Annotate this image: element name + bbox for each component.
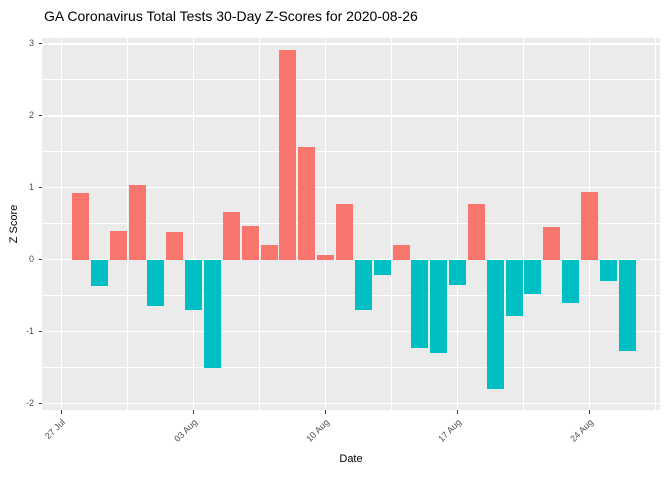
y-major-gridline bbox=[42, 258, 660, 261]
y-axis-tick bbox=[38, 115, 42, 117]
bar bbox=[467, 203, 485, 260]
y-axis-tick-label: 3 bbox=[28, 38, 34, 49]
bar bbox=[581, 192, 598, 260]
bar bbox=[260, 244, 278, 260]
y-axis-tick-label: 2 bbox=[28, 110, 34, 121]
bar bbox=[109, 230, 127, 260]
x-major-gridline bbox=[456, 38, 459, 410]
bar bbox=[618, 259, 636, 351]
x-minor-gridline bbox=[127, 38, 129, 410]
bar bbox=[298, 147, 316, 260]
x-minor-gridline bbox=[391, 38, 392, 410]
bar bbox=[373, 259, 391, 276]
x-minor-gridline bbox=[655, 38, 656, 410]
y-axis-tick bbox=[38, 43, 42, 45]
bar bbox=[166, 232, 184, 260]
bar bbox=[72, 192, 89, 260]
x-major-gridline bbox=[192, 38, 195, 410]
y-axis-tick bbox=[38, 403, 42, 404]
y-axis-title: Z Score bbox=[8, 204, 20, 244]
bar bbox=[128, 184, 146, 260]
bar bbox=[392, 244, 410, 260]
x-axis-tick bbox=[457, 410, 458, 414]
x-major-gridline bbox=[60, 38, 63, 410]
x-axis-tick-label: 27 Jul bbox=[42, 417, 67, 442]
x-axis-tick bbox=[61, 410, 63, 414]
y-major-gridline bbox=[42, 43, 660, 45]
y-minor-gridline bbox=[42, 79, 660, 81]
y-axis-tick-label: -1 bbox=[25, 326, 34, 337]
chart-title: GA Coronavirus Total Tests 30-Day Z-Scor… bbox=[44, 8, 418, 24]
bar bbox=[543, 226, 561, 260]
bar bbox=[411, 259, 429, 349]
x-axis-tick-label: 03 Aug bbox=[171, 417, 199, 444]
x-axis-tick-label: 10 Aug bbox=[303, 417, 331, 444]
bar bbox=[354, 259, 372, 310]
y-axis-tick bbox=[38, 259, 42, 261]
y-major-gridline bbox=[42, 186, 660, 189]
bar bbox=[222, 212, 240, 260]
y-minor-gridline bbox=[42, 367, 660, 368]
bar bbox=[599, 259, 617, 282]
bar bbox=[449, 259, 466, 285]
y-axis-tick-label: -2 bbox=[25, 398, 34, 408]
bar bbox=[241, 225, 259, 260]
x-axis-tick-label: 24 Aug bbox=[567, 417, 595, 444]
bar bbox=[185, 259, 203, 310]
x-axis-title: Date bbox=[339, 453, 363, 465]
y-major-gridline bbox=[42, 402, 660, 405]
plot-panel bbox=[42, 38, 660, 410]
x-axis-tick bbox=[193, 410, 195, 414]
bar bbox=[147, 259, 165, 306]
bar bbox=[486, 259, 504, 390]
x-axis-tick bbox=[325, 410, 326, 414]
bar bbox=[203, 259, 221, 369]
x-minor-gridline bbox=[523, 38, 524, 410]
y-axis-tick bbox=[38, 331, 42, 333]
y-major-gridline bbox=[42, 330, 660, 333]
x-minor-gridline bbox=[259, 38, 261, 410]
bar bbox=[430, 259, 448, 354]
bar bbox=[279, 50, 297, 260]
y-major-gridline bbox=[42, 115, 660, 117]
bar bbox=[562, 259, 580, 303]
x-major-gridline bbox=[324, 38, 327, 410]
bar bbox=[524, 259, 542, 295]
x-axis-tick bbox=[589, 410, 590, 414]
y-minor-gridline bbox=[42, 295, 660, 297]
bar bbox=[335, 204, 353, 260]
y-axis-tick bbox=[38, 187, 42, 189]
y-axis-tick-label: 0 bbox=[28, 254, 34, 265]
bar bbox=[505, 259, 523, 316]
y-axis-tick-label: 1 bbox=[28, 182, 34, 193]
bar bbox=[317, 254, 335, 260]
x-axis-tick-label: 17 Aug bbox=[435, 417, 463, 444]
y-minor-gridline bbox=[42, 151, 660, 153]
bar bbox=[90, 259, 108, 287]
